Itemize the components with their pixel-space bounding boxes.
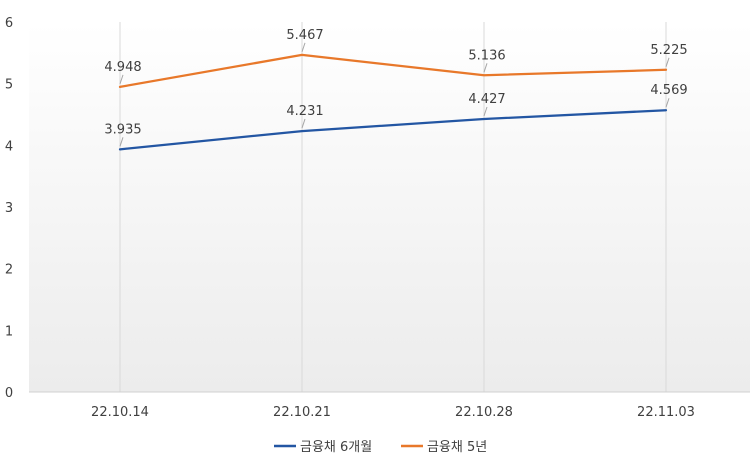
legend: 금융채 6개월 금융채 5년 (274, 440, 487, 455)
y-tick-label-4: 4 (5, 139, 13, 154)
y-tick-label-3: 3 (5, 201, 13, 216)
legend-label-2: 금융채 5년 (427, 440, 487, 455)
data-label-1-4: 4.569 (650, 83, 687, 98)
y-tick-label-2: 2 (5, 263, 13, 278)
y-tick-label-6: 6 (5, 16, 13, 31)
y-tick-label-0: 0 (5, 386, 13, 401)
data-label-2-1: 4.948 (104, 60, 141, 75)
data-label-leader-2-4 (665, 57, 670, 67)
plot-area (29, 22, 750, 392)
data-label-leader-2-1 (119, 74, 124, 85)
y-tick-label-5: 5 (5, 78, 13, 93)
x-tick-label-2: 22.10.21 (273, 405, 331, 420)
y-tick-label-1: 1 (5, 324, 13, 339)
axis-layer: 0 1 2 3 4 5 6 22.10.14 22.10.21 22.10.28 22.11.03 (5, 16, 750, 420)
series-line-2 (118, 53, 668, 88)
x-tick-label-3: 22.10.28 (455, 405, 513, 420)
data-label-1-2: 4.231 (286, 104, 323, 119)
data-label-leader-1-3 (483, 106, 488, 117)
x-tick-label-1: 22.10.14 (91, 405, 149, 420)
data-label-1-1: 3.935 (104, 122, 141, 137)
data-label-leader-1-4 (665, 98, 670, 108)
grid-layer (119, 22, 667, 392)
data-label-leader-1-2 (301, 118, 306, 129)
data-label-leader-2-2 (301, 42, 306, 53)
data-label-leader-2-3 (483, 63, 488, 73)
series-layer (118, 53, 668, 151)
data-label-2-3: 5.136 (468, 48, 505, 63)
label-layer: 3.935 4.231 4.427 4.569 4.948 5.467 5.136 5.225 (104, 28, 688, 147)
series-line-1 (118, 109, 668, 151)
legend-label-1: 금융채 6개월 (300, 440, 372, 455)
data-label-2-2: 5.467 (286, 28, 323, 43)
data-label-2-4: 5.225 (650, 43, 687, 58)
data-label-leader-1-1 (119, 137, 124, 147)
x-tick-label-4: 22.11.03 (637, 405, 695, 420)
data-label-1-3: 4.427 (468, 92, 505, 107)
